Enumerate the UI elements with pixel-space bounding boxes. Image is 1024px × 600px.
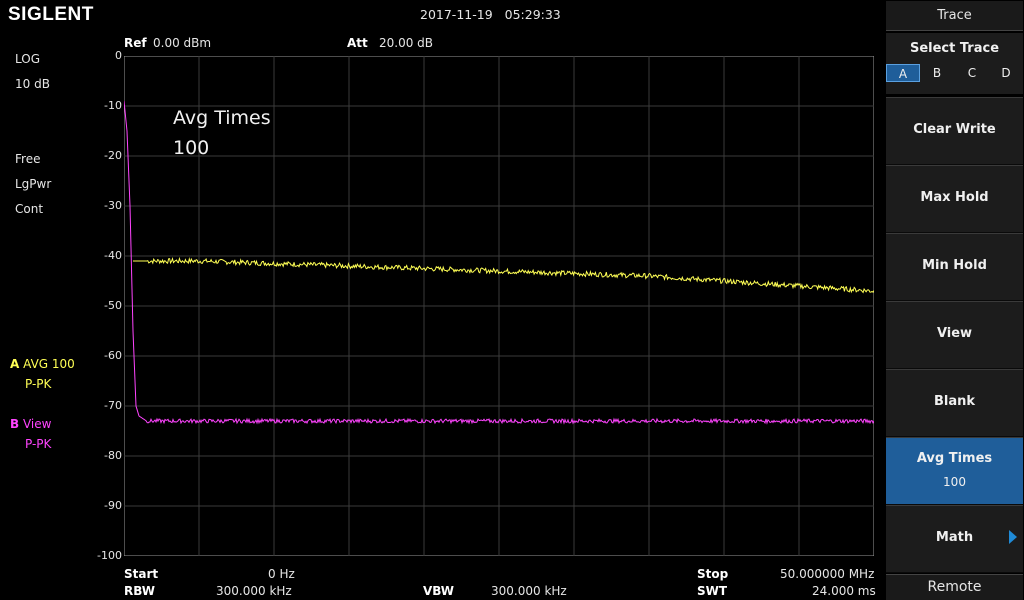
att-label: Att bbox=[347, 36, 368, 50]
brand-logo: SIGLENT bbox=[8, 4, 94, 25]
sweep-mode: Cont bbox=[15, 202, 44, 216]
ref-label: Ref bbox=[124, 36, 147, 50]
trace-b-letter: B bbox=[10, 417, 20, 431]
y-tick-label: 0 bbox=[115, 49, 122, 62]
y-tick-label: -60 bbox=[104, 349, 122, 362]
clear-write-label: Clear Write bbox=[913, 122, 996, 137]
trace-b-mode: View bbox=[22, 417, 52, 431]
y-tick-label: -30 bbox=[104, 199, 122, 212]
trace-a-mode: AVG 100 bbox=[23, 357, 75, 371]
y-tick-label: -80 bbox=[104, 449, 122, 462]
avg-type: LgPwr bbox=[15, 177, 52, 191]
rbw-value: 300.000 kHz bbox=[216, 584, 292, 598]
avg-times-button[interactable]: Avg Times 100 bbox=[886, 437, 1023, 505]
blank-button[interactable]: Blank bbox=[886, 369, 1023, 437]
view-button[interactable]: View bbox=[886, 301, 1023, 369]
stop-label: Stop bbox=[697, 567, 729, 581]
blank-label: Blank bbox=[933, 394, 976, 409]
y-tick-label: -10 bbox=[104, 99, 122, 112]
trace-b-line bbox=[124, 100, 874, 425]
trace-option-b[interactable]: B bbox=[932, 66, 942, 80]
trace-option-a[interactable]: A bbox=[886, 64, 920, 82]
start-label: Start bbox=[124, 567, 159, 581]
trace-b-info: B View bbox=[10, 417, 51, 431]
math-button[interactable]: Math bbox=[886, 505, 1023, 573]
trace-option-d[interactable]: D bbox=[1001, 66, 1011, 80]
trace-a-line bbox=[133, 256, 874, 294]
stop-value: 50.000000 MHz bbox=[780, 567, 875, 581]
y-tick-label: -100 bbox=[97, 549, 122, 562]
min-hold-button[interactable]: Min Hold bbox=[886, 233, 1023, 301]
avg-times-overlay-label: Avg Times bbox=[173, 107, 271, 129]
att-value: 20.00 dB bbox=[379, 36, 434, 50]
y-tick-label: -90 bbox=[104, 499, 122, 512]
avg-times-overlay-value: 100 bbox=[173, 137, 210, 159]
scale-div: 10 dB bbox=[15, 77, 50, 91]
max-hold-label: Max Hold bbox=[920, 190, 989, 205]
clear-write-button[interactable]: Clear Write bbox=[886, 97, 1023, 165]
scale-type: LOG bbox=[15, 52, 41, 66]
datetime: 2017-11-19 05:29:33 bbox=[420, 7, 561, 22]
trace-a-letter: A bbox=[10, 357, 20, 371]
y-tick-label: -40 bbox=[104, 249, 122, 262]
ref-value: 0.00 dBm bbox=[153, 36, 212, 50]
y-tick-label: -20 bbox=[104, 149, 122, 162]
submenu-arrow-icon bbox=[1009, 530, 1017, 544]
max-hold-button[interactable]: Max Hold bbox=[886, 165, 1023, 233]
vbw-value: 300.000 kHz bbox=[491, 584, 567, 598]
trace-a-detector: P-PK bbox=[25, 377, 52, 391]
y-tick-label: -50 bbox=[104, 299, 122, 312]
trace-a-info: A AVG 100 bbox=[10, 357, 75, 371]
view-label: View bbox=[936, 326, 973, 341]
remote-status: Remote bbox=[886, 574, 1023, 600]
trace-option-c[interactable]: C bbox=[967, 66, 977, 80]
avg-times-label: Avg Times bbox=[916, 451, 993, 466]
avg-times-value: 100 bbox=[943, 475, 966, 489]
menu-title: Trace bbox=[886, 1, 1023, 31]
trace-b-detector: P-PK bbox=[25, 437, 52, 451]
vbw-label: VBW bbox=[423, 584, 455, 598]
grid bbox=[124, 56, 874, 556]
math-label: Math bbox=[935, 530, 974, 545]
swt-value: 24.000 ms bbox=[812, 584, 876, 598]
y-tick-label: -70 bbox=[104, 399, 122, 412]
spectrum-plot[interactable] bbox=[124, 56, 874, 556]
rbw-label: RBW bbox=[124, 584, 155, 598]
softkey-panel: Trace Select Trace A B C D Clear Write M… bbox=[885, 0, 1024, 600]
select-trace-key[interactable]: Select Trace A B C D bbox=[886, 33, 1023, 94]
min-hold-label: Min Hold bbox=[922, 258, 987, 273]
start-value: 0 Hz bbox=[268, 567, 295, 581]
select-trace-label: Select Trace bbox=[909, 41, 1000, 56]
swt-label: SWT bbox=[697, 584, 728, 598]
trigger-mode: Free bbox=[15, 152, 41, 166]
